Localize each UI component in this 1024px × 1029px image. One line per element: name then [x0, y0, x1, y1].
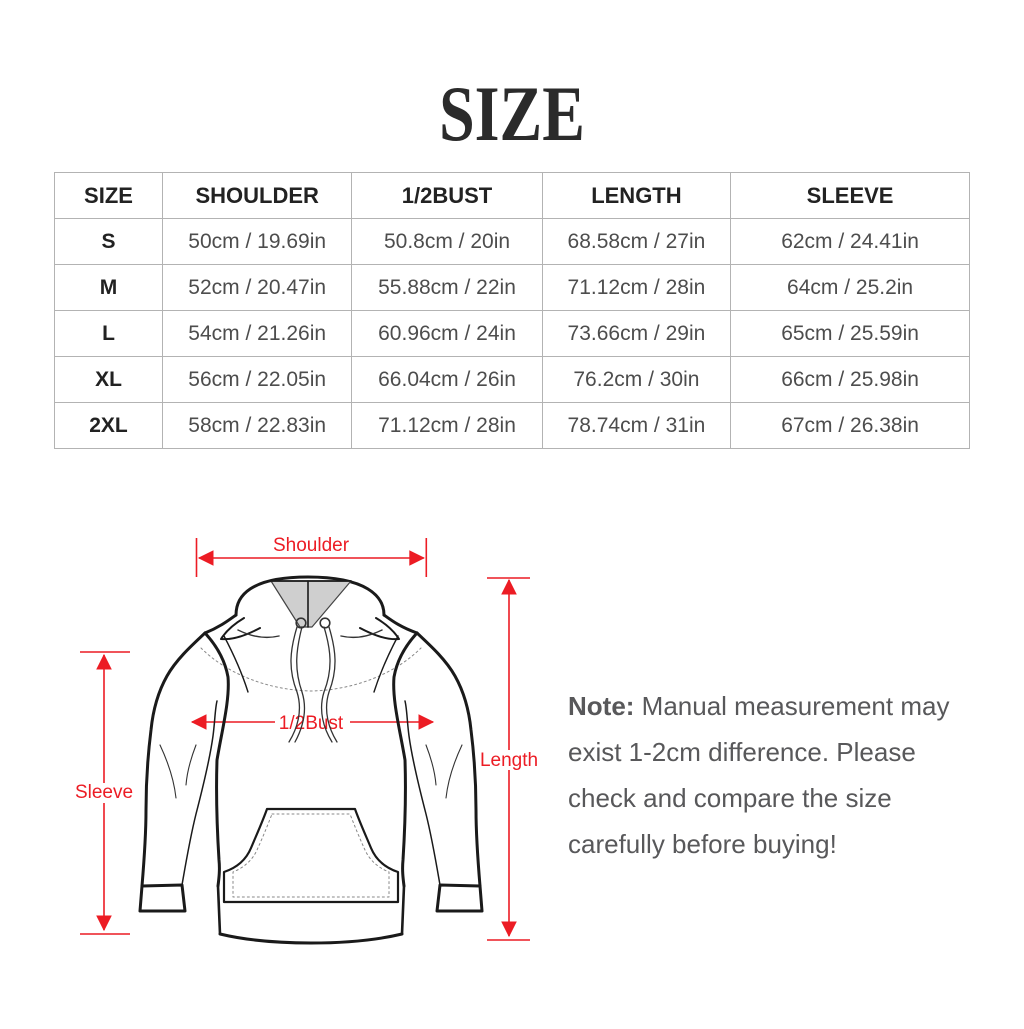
svg-text:Shoulder: Shoulder [273, 535, 350, 556]
svg-text:1/2Bust: 1/2Bust [279, 713, 344, 734]
svg-text:Sleeve: Sleeve [75, 782, 133, 803]
svg-text:Length: Length [480, 750, 538, 771]
